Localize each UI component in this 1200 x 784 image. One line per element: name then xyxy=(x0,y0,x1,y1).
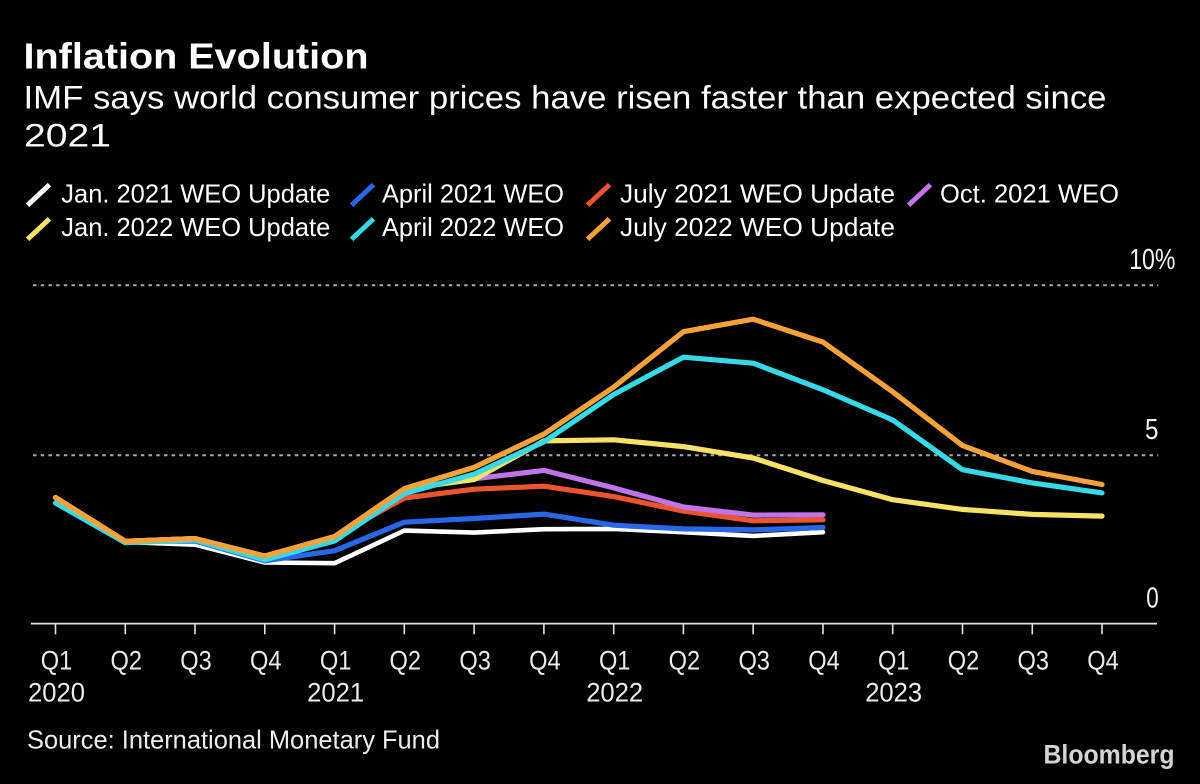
svg-text:0: 0 xyxy=(1146,583,1159,615)
svg-text:2023: 2023 xyxy=(865,677,922,707)
svg-text:Q4: Q4 xyxy=(529,645,561,675)
svg-text:2021: 2021 xyxy=(24,118,111,154)
svg-text:10%: 10% xyxy=(1129,244,1175,276)
svg-text:Q1: Q1 xyxy=(599,645,631,675)
svg-text:Q2: Q2 xyxy=(111,645,143,675)
svg-text:2021: 2021 xyxy=(307,677,364,707)
svg-text:2020: 2020 xyxy=(28,677,85,707)
svg-text:Q4: Q4 xyxy=(1087,645,1119,675)
svg-text:Q3: Q3 xyxy=(459,645,491,675)
svg-text:Q2: Q2 xyxy=(390,645,422,675)
svg-text:Source: International Monetary: Source: International Monetary Fund xyxy=(27,724,440,754)
svg-text:July 2021 WEO Update: July 2021 WEO Update xyxy=(620,179,895,209)
svg-text:Q3: Q3 xyxy=(738,645,770,675)
svg-text:5: 5 xyxy=(1145,414,1158,446)
svg-text:Q1: Q1 xyxy=(41,645,73,675)
svg-text:Q2: Q2 xyxy=(669,645,701,675)
svg-text:Q3: Q3 xyxy=(1018,645,1050,675)
svg-text:Q4: Q4 xyxy=(808,645,840,675)
svg-text:Q1: Q1 xyxy=(878,645,910,675)
svg-text:Bloomberg: Bloomberg xyxy=(1044,738,1175,769)
svg-text:Q3: Q3 xyxy=(180,645,212,675)
svg-text:April 2021 WEO: April 2021 WEO xyxy=(382,179,564,209)
svg-text:Inflation Evolution: Inflation Evolution xyxy=(24,36,369,77)
svg-text:Oct. 2021 WEO: Oct. 2021 WEO xyxy=(940,179,1119,209)
svg-text:IMF says world consumer prices: IMF says world consumer prices have rise… xyxy=(24,80,1107,116)
svg-text:Jan. 2021 WEO Update: Jan. 2021 WEO Update xyxy=(61,179,330,209)
svg-text:2022: 2022 xyxy=(586,677,643,707)
svg-text:July 2022 WEO Update: July 2022 WEO Update xyxy=(620,212,895,242)
svg-text:Q2: Q2 xyxy=(948,645,980,675)
svg-text:Jan. 2022 WEO Update: Jan. 2022 WEO Update xyxy=(61,212,330,242)
svg-text:Q1: Q1 xyxy=(320,645,352,675)
svg-text:Q4: Q4 xyxy=(250,645,282,675)
svg-text:April 2022 WEO: April 2022 WEO xyxy=(382,212,564,242)
